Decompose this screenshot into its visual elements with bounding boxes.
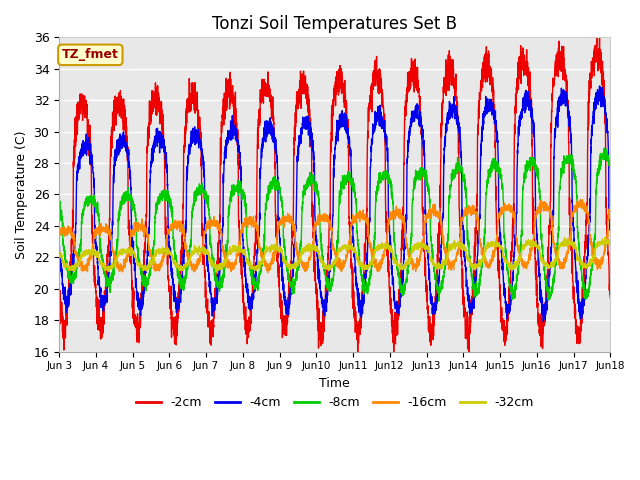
-16cm	[398, 216, 406, 222]
-32cm	[55, 253, 63, 259]
-16cm	[554, 257, 562, 263]
-4cm	[606, 221, 614, 227]
-8cm	[606, 158, 614, 164]
-16cm	[264, 270, 271, 276]
-2cm	[554, 53, 562, 59]
-4cm	[55, 244, 63, 250]
-32cm	[212, 269, 220, 275]
-8cm	[435, 298, 443, 304]
-16cm	[607, 209, 614, 215]
-2cm	[593, 34, 600, 39]
-32cm	[388, 249, 396, 254]
-2cm	[607, 295, 614, 300]
-4cm	[540, 319, 547, 324]
-2cm	[354, 352, 362, 358]
-2cm	[55, 299, 63, 305]
Line: -32cm: -32cm	[59, 238, 611, 272]
-8cm	[554, 232, 562, 238]
-16cm	[388, 208, 396, 214]
-8cm	[209, 258, 217, 264]
-16cm	[577, 197, 584, 203]
-32cm	[606, 243, 614, 249]
Legend: -2cm, -4cm, -8cm, -16cm, -32cm: -2cm, -4cm, -8cm, -16cm, -32cm	[131, 391, 539, 414]
-32cm	[554, 253, 562, 259]
Line: -16cm: -16cm	[59, 200, 611, 273]
-16cm	[55, 232, 63, 238]
-2cm	[173, 309, 181, 314]
Y-axis label: Soil Temperature (C): Soil Temperature (C)	[15, 130, 28, 259]
-4cm	[398, 281, 406, 287]
-4cm	[209, 300, 217, 306]
-8cm	[173, 269, 181, 275]
Text: TZ_fmet: TZ_fmet	[62, 48, 119, 61]
Line: -2cm: -2cm	[59, 36, 611, 355]
-8cm	[55, 208, 63, 214]
-16cm	[606, 206, 614, 212]
-4cm	[173, 296, 181, 302]
-2cm	[209, 334, 217, 340]
-8cm	[607, 162, 614, 168]
-8cm	[388, 190, 396, 196]
-8cm	[398, 287, 406, 292]
-32cm	[601, 235, 609, 240]
-32cm	[209, 263, 217, 268]
-2cm	[388, 323, 396, 328]
-32cm	[173, 263, 181, 268]
-16cm	[209, 220, 217, 226]
-32cm	[607, 241, 614, 247]
-16cm	[173, 224, 181, 230]
-4cm	[554, 114, 562, 120]
Line: -8cm: -8cm	[59, 148, 611, 301]
X-axis label: Time: Time	[319, 377, 350, 390]
-2cm	[606, 277, 614, 283]
-2cm	[398, 230, 406, 236]
-4cm	[388, 275, 396, 281]
-8cm	[600, 145, 608, 151]
-32cm	[398, 265, 406, 271]
Title: Tonzi Soil Temperatures Set B: Tonzi Soil Temperatures Set B	[212, 15, 457, 33]
-4cm	[596, 83, 604, 89]
Line: -4cm: -4cm	[59, 86, 611, 322]
-4cm	[607, 228, 614, 233]
